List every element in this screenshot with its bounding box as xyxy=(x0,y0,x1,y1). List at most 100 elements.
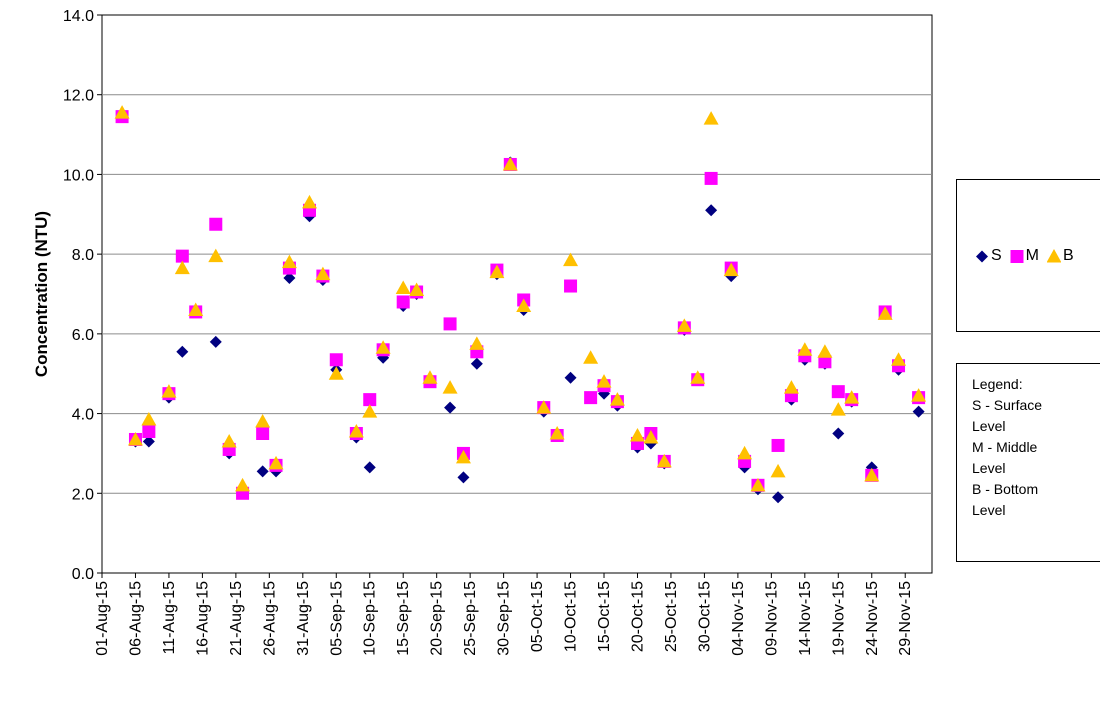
x-axis-tick-labels: 01-Aug-15 06-Aug-15 11-Aug-15 16-Aug-15 21-A… xyxy=(94,581,914,656)
data-point-b xyxy=(737,445,753,460)
data-point-s xyxy=(176,345,189,358)
legend-label: B xyxy=(1063,246,1074,264)
x-tick-label: 09-Nov-15 xyxy=(763,581,780,656)
axes xyxy=(97,14,906,578)
data-point-b xyxy=(208,248,224,263)
data-point-b xyxy=(783,380,799,394)
data-point-b xyxy=(281,254,297,269)
y-tick-label: 8.0 xyxy=(72,247,94,264)
legend-marker-shape xyxy=(1047,248,1061,262)
data-point-s xyxy=(363,461,376,474)
data-point-m xyxy=(584,391,598,405)
data-point-s xyxy=(209,335,222,348)
data-point-b xyxy=(723,262,739,277)
data-point-b xyxy=(770,463,786,478)
data-point-m xyxy=(818,355,832,369)
data-point-b xyxy=(502,156,518,171)
data-point-s xyxy=(444,401,457,414)
x-tick-label: 20-Oct-15 xyxy=(629,581,646,652)
data-point-b xyxy=(563,252,579,267)
legend-marker-diamond-icon xyxy=(976,250,988,262)
data-point-b xyxy=(549,426,565,440)
x-tick-label: 01-Aug-15 xyxy=(94,581,111,656)
plot-area xyxy=(101,14,933,574)
data-point-m xyxy=(175,249,189,263)
data-point-b xyxy=(409,282,425,297)
legend-marker-shape xyxy=(1010,249,1024,263)
data-point-m xyxy=(443,317,457,331)
x-tick-label: 30-Sep-15 xyxy=(496,581,513,656)
x-tick-label: 06-Aug-15 xyxy=(127,581,144,656)
data-point-s xyxy=(142,435,155,448)
data-point-b xyxy=(817,344,833,358)
data-point-b xyxy=(268,455,284,470)
data-point-b xyxy=(422,370,438,384)
x-tick-label: 05-Oct-15 xyxy=(529,581,546,652)
x-tick-label: 30-Oct-15 xyxy=(696,581,713,652)
data-point-b xyxy=(489,264,505,279)
x-tick-label: 24-Nov-15 xyxy=(864,581,881,656)
data-point-s xyxy=(772,491,785,504)
data-point-s xyxy=(832,427,845,440)
x-tick-label: 19-Nov-15 xyxy=(830,581,847,656)
x-tick-label: 04-Nov-15 xyxy=(730,581,747,656)
x-tick-label: 29-Nov-15 xyxy=(897,581,914,656)
data-point-s xyxy=(283,272,296,285)
legend-label: M xyxy=(1025,246,1039,264)
data-point-b xyxy=(235,477,251,492)
data-point-s xyxy=(705,204,718,217)
legend-label: S xyxy=(991,246,1002,264)
data-point-b xyxy=(830,402,846,416)
data-point-b xyxy=(864,467,880,482)
data-point-m xyxy=(256,427,270,440)
legend-note-line: M - Middle xyxy=(972,439,1038,455)
data-point-b xyxy=(844,390,860,404)
data-point-b xyxy=(328,366,344,380)
data-point-s xyxy=(457,471,470,484)
legend-marker-square-icon xyxy=(1010,249,1024,263)
y-tick-label: 0.0 xyxy=(72,566,94,583)
legend-note-line: B - Bottom xyxy=(972,481,1039,497)
legend-note-line: Legend: xyxy=(972,376,1023,392)
data-point-b xyxy=(676,318,692,332)
data-point-b xyxy=(469,336,485,350)
data-point-b xyxy=(516,298,532,312)
legend-note-line: S - Surface xyxy=(972,397,1043,413)
x-tick-label: 16-Aug-15 xyxy=(194,581,211,656)
data-point-s xyxy=(256,465,269,478)
data-point-m xyxy=(363,393,377,407)
legend-entry-s: S xyxy=(975,247,1002,265)
y-tick-label: 2.0 xyxy=(72,486,94,503)
x-tick-label: 15-Sep-15 xyxy=(395,581,412,656)
data-point-b xyxy=(315,266,331,281)
x-tick-label: 11-Aug-15 xyxy=(161,581,178,655)
data-point-b xyxy=(703,111,719,125)
y-axis-tick-labels: 0.0 2.0 4.0 6.0 8.0 10.0 12.0 14.0 xyxy=(63,8,94,583)
data-point-b xyxy=(255,414,271,428)
legend-marker-triangle-icon xyxy=(1047,248,1061,262)
data-point-b xyxy=(536,400,552,414)
legend-notes: Legend: S - Surface Level M - Middle Level B … xyxy=(956,363,1100,562)
gridlines xyxy=(102,94,932,494)
data-point-m xyxy=(396,295,410,309)
data-point-b xyxy=(348,424,364,438)
x-tick-label: 20-Sep-15 xyxy=(429,581,446,656)
y-tick-label: 4.0 xyxy=(72,407,94,424)
data-point-b xyxy=(221,433,237,448)
data-point-s xyxy=(912,405,925,418)
data-point-m xyxy=(831,385,845,399)
data-point-b xyxy=(188,302,204,316)
data-point-b xyxy=(911,388,927,402)
data-point-m xyxy=(771,438,785,452)
data-point-m xyxy=(329,353,343,367)
data-point-b xyxy=(656,453,672,468)
data-points xyxy=(114,105,927,504)
data-point-s xyxy=(470,357,483,370)
data-point-b xyxy=(442,380,458,394)
x-tick-label: 25-Sep-15 xyxy=(462,581,479,656)
y-tick-label: 6.0 xyxy=(72,327,94,344)
legend-entry-m: M xyxy=(1010,247,1039,265)
x-tick-label: 21-Aug-15 xyxy=(228,581,245,656)
data-point-b xyxy=(174,260,190,275)
